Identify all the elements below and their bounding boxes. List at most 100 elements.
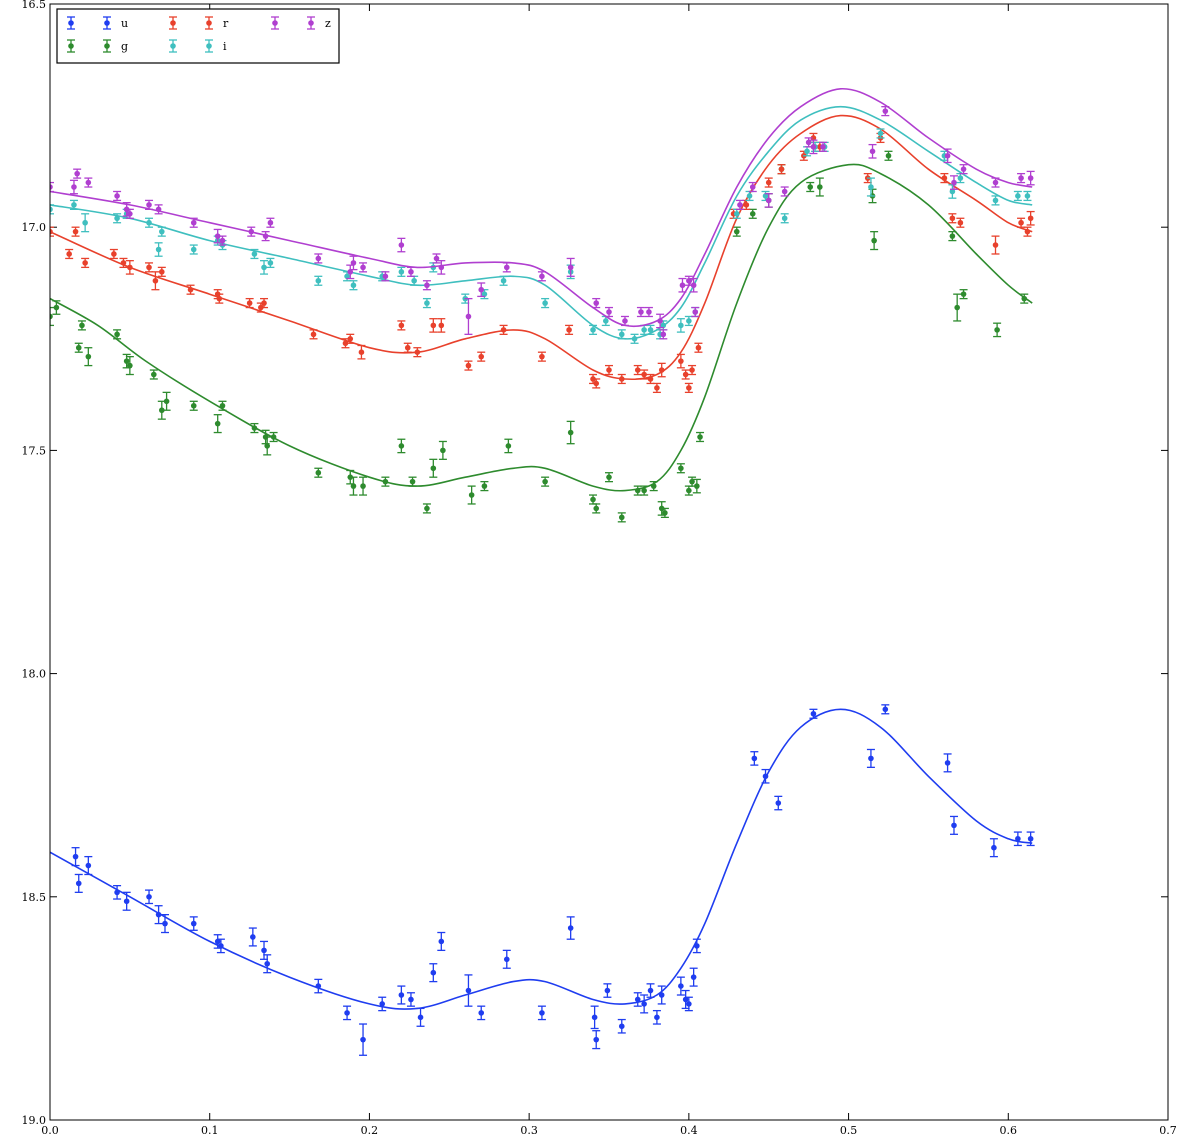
data-point-r [940,172,949,184]
marker [960,166,967,172]
data-point-g [592,503,601,514]
marker [804,148,810,155]
marker [686,318,692,324]
data-point-i [1013,190,1022,202]
marker [593,380,600,387]
data-point-i [69,199,78,210]
data-point-r [499,324,508,335]
marker [593,300,600,306]
data-point-r [1026,210,1035,226]
marker [604,987,611,994]
data-point-g [640,485,649,496]
data-point-u [154,905,163,925]
data-point-r [657,362,666,378]
legend-label-z: z [325,17,331,30]
y-axis-ticks: 16.5 17.0 17.5 18.0 18.5 19.0 [22,0,1168,1127]
marker [603,318,609,324]
data-point-z [644,306,653,318]
data-point-g [157,400,166,420]
marker [634,367,641,373]
marker [347,336,354,342]
data-point-g [676,463,685,474]
data-point-r [125,260,134,275]
marker [951,179,957,186]
data-point-r [119,257,128,269]
data-point-u [248,927,257,947]
data-point-z [819,141,828,152]
marker [481,291,488,297]
legend-marker [272,20,278,26]
data-point-g [52,300,61,315]
marker [159,269,165,275]
marker [219,402,226,409]
data-point-i [589,324,598,335]
legend-marker [104,43,110,49]
marker [781,188,788,195]
data-point-z [991,177,1000,188]
data-point-r [742,199,751,210]
data-point-z [381,271,390,282]
data-point-r [617,373,626,385]
marker [66,251,72,257]
marker [1021,295,1028,302]
y-tick-label: 19.0 [22,1114,47,1127]
marker [408,269,414,275]
data-point-z [691,306,700,318]
marker [159,407,165,414]
marker [810,135,817,141]
marker [251,425,258,431]
data-point-g [815,177,824,197]
data-point-r [151,271,160,291]
marker [590,327,596,333]
data-point-r [81,257,90,269]
data-point-g [684,485,693,496]
marker [214,233,221,239]
marker [957,175,964,181]
marker [566,327,572,333]
data-point-i [410,275,419,286]
marker [408,996,414,1003]
series-z [50,87,1035,340]
data-point-u [537,1005,546,1021]
data-point-g [633,485,642,496]
data-point-g [125,356,134,376]
marker [746,193,753,199]
data-point-g [397,438,406,454]
x-tick-label: 0.7 [1159,1124,1177,1137]
marker [810,710,817,717]
y-tick-label: 16.5 [22,0,47,11]
marker [465,362,472,369]
data-point-z [748,181,757,193]
marker [817,184,823,190]
marker [654,1014,660,1021]
marker [662,510,668,516]
marker [465,313,472,320]
marker [593,505,600,512]
data-point-g [617,512,626,523]
marker [944,152,951,159]
data-point-z [477,282,486,298]
marker [868,184,874,190]
data-point-r [245,297,254,309]
marker [686,487,692,494]
data-point-z [868,143,877,159]
data-point-r [640,369,649,380]
data-point-r [157,266,166,277]
data-point-g [605,472,613,483]
marker [868,755,874,762]
marker [120,260,127,266]
data-point-r [186,284,195,295]
marker [75,344,82,351]
data-point-g [467,485,476,505]
data-point-z [656,313,665,329]
data-point-u [989,838,998,858]
marker [634,487,641,494]
marker [50,313,53,320]
marker [251,251,258,257]
data-point-i [630,333,639,344]
marker [315,255,322,262]
marker [344,273,350,280]
marker [778,166,785,172]
marker [310,331,317,338]
marker [114,193,120,199]
